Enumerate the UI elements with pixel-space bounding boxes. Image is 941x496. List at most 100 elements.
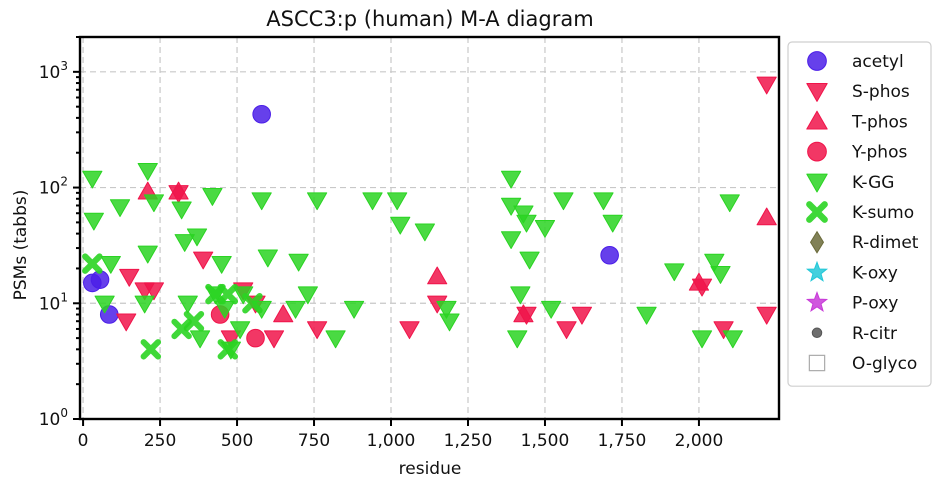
y-tick-base: 10	[39, 63, 61, 83]
ticks-layer: 0 250 500 750 1,000 1,250 1,500 1,750 2,00010010…	[39, 36, 724, 451]
data-point	[556, 321, 577, 340]
data-point	[189, 330, 211, 349]
y-tick-base: 10	[39, 410, 61, 430]
legend-label: K-oxy	[852, 263, 898, 283]
data-point	[288, 253, 309, 272]
data-point	[257, 249, 278, 268]
y-tick-exponent: 0	[60, 406, 68, 420]
y-tick-base: 10	[39, 179, 61, 199]
legend-item-k-oxy: K-oxy	[805, 260, 898, 283]
data-point	[109, 199, 131, 218]
y-axis-label: PSMs (tabbs)	[11, 190, 31, 301]
data-point	[143, 194, 165, 213]
data-point	[399, 321, 420, 340]
legend-marker	[805, 260, 829, 282]
data-point	[183, 310, 205, 332]
data-point	[688, 272, 710, 291]
y-tick-label: 103	[39, 59, 68, 83]
series-k-gg	[82, 162, 743, 360]
data-point	[119, 268, 140, 287]
data-point	[137, 162, 158, 181]
data-point	[143, 282, 165, 301]
legend-item-k-sumo: K-sumo	[806, 201, 914, 223]
data-point	[174, 234, 195, 252]
data-point	[251, 192, 272, 211]
data-point	[307, 192, 328, 211]
data-point	[691, 330, 713, 349]
legend-item-s-phos: S-phos	[806, 82, 910, 102]
legend-marker	[805, 290, 829, 313]
x-tick-label: 1,250	[444, 431, 493, 451]
x-tick-label: 2,000	[675, 431, 724, 451]
data-point	[263, 330, 285, 349]
legend-label: S-phos	[852, 82, 910, 102]
data-point	[116, 313, 137, 332]
legend-marker	[807, 141, 827, 162]
legend-label: acetyl	[852, 52, 904, 72]
data-point	[100, 255, 121, 274]
data-point	[664, 263, 685, 282]
legend-item-t-phos: T-phos	[806, 110, 908, 132]
data-point	[516, 214, 537, 233]
data-point	[534, 219, 556, 238]
data-point	[82, 170, 103, 189]
data-point	[137, 245, 158, 264]
legend-item-acetyl: acetyl	[807, 51, 904, 72]
x-tick-label: 1,000	[367, 431, 416, 451]
y-tick-base: 10	[39, 294, 61, 314]
legend-marker	[808, 354, 826, 372]
data-point	[436, 300, 457, 319]
data-point	[242, 293, 263, 314]
x-tick-label: 500	[221, 431, 253, 451]
legend-item-o-glyco: O-glyco	[808, 354, 917, 374]
data-point	[362, 192, 383, 211]
data-point	[94, 295, 115, 314]
legend-marker	[809, 230, 825, 254]
data-point	[519, 251, 540, 270]
data-point	[704, 253, 725, 272]
data-point	[501, 170, 522, 189]
legend-item-p-oxy: P-oxy	[805, 290, 898, 314]
data-point	[593, 192, 614, 211]
data-point	[756, 306, 777, 325]
y-tick-label: 100	[39, 406, 68, 430]
data-point	[541, 300, 562, 319]
series-acetyl	[83, 104, 619, 324]
legend-label: R-citr	[852, 324, 897, 344]
data-point	[171, 318, 192, 340]
data-point	[246, 328, 265, 348]
legend-marker	[806, 173, 828, 193]
x-tick-label: 250	[144, 431, 176, 451]
legend-label: T-phos	[851, 112, 908, 132]
legend-label: K-GG	[852, 173, 894, 193]
data-point	[501, 231, 522, 250]
data-point	[285, 300, 306, 319]
x-tick-label: 0	[78, 431, 89, 451]
legend-label: O-glyco	[852, 354, 917, 374]
data-point	[756, 207, 777, 226]
data-point	[439, 313, 460, 332]
legend-item-k-gg: K-GG	[806, 173, 894, 193]
data-point	[722, 330, 743, 349]
legend-marker	[807, 51, 827, 71]
x-tick-label: 1,750	[598, 431, 647, 451]
legend-label: R-dimet	[852, 233, 919, 253]
data-point	[513, 205, 534, 224]
legend-item-r-dimet: R-dimet	[809, 230, 919, 254]
data-point	[414, 223, 435, 242]
chart-title: ASCC3:p (human) M-A diagram	[266, 7, 593, 31]
data-point	[193, 251, 214, 270]
data-point	[211, 255, 232, 274]
data-point	[168, 181, 189, 200]
data-point	[273, 304, 294, 323]
data-point	[756, 76, 777, 95]
legend-label: Y-phos	[851, 143, 907, 163]
data-point	[140, 339, 162, 360]
y-tick-exponent: 2	[60, 175, 68, 189]
data-point	[553, 192, 574, 211]
legend-item-r-citr: R-citr	[811, 324, 897, 344]
data-point	[390, 216, 411, 235]
y-tick-exponent: 3	[60, 59, 68, 73]
